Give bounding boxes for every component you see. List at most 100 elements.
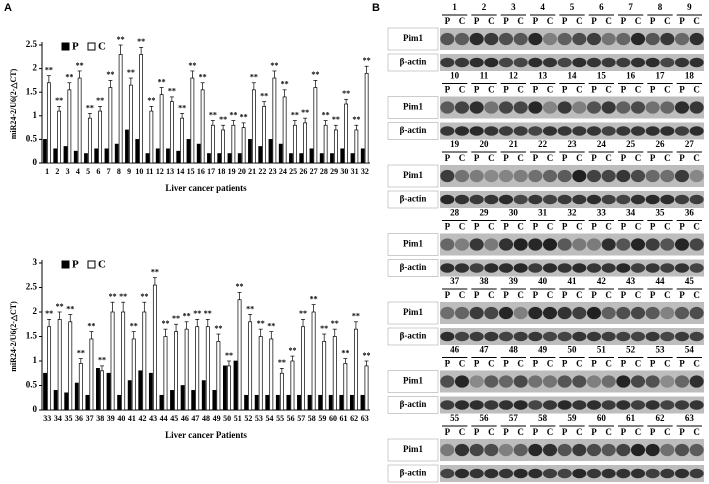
band xyxy=(513,400,528,410)
patient-number: 52 xyxy=(626,345,636,355)
x-tick-label: 6 xyxy=(96,167,100,176)
significance: ** xyxy=(168,87,176,96)
significance: ** xyxy=(56,302,64,311)
row-label: Pim1 xyxy=(403,239,423,249)
y-tick-label: 3 xyxy=(33,257,38,267)
band xyxy=(689,263,704,273)
bar xyxy=(104,148,109,164)
bar xyxy=(73,150,78,164)
bar xyxy=(227,153,232,164)
band xyxy=(542,126,558,136)
band xyxy=(528,57,543,68)
significance: ** xyxy=(257,319,265,328)
patient-number: 40 xyxy=(538,276,548,286)
band xyxy=(586,263,602,273)
patient-number: 56 xyxy=(480,413,490,423)
bar xyxy=(231,124,236,164)
legend-swatch xyxy=(87,42,96,51)
y-tick-label: 1 xyxy=(33,355,38,365)
band xyxy=(660,194,675,205)
band xyxy=(469,331,484,342)
band xyxy=(498,443,514,457)
band xyxy=(498,126,514,136)
significance: ** xyxy=(341,348,349,357)
bar xyxy=(233,360,238,411)
band xyxy=(440,126,455,136)
significance: ** xyxy=(342,89,350,98)
bar xyxy=(159,94,164,164)
band xyxy=(616,400,631,410)
bar xyxy=(343,363,348,411)
significance: ** xyxy=(288,346,296,355)
band xyxy=(469,101,484,114)
band xyxy=(484,238,499,251)
band xyxy=(454,400,470,410)
bar xyxy=(43,139,47,164)
band xyxy=(469,400,484,410)
x-tick-label: 22 xyxy=(258,167,266,176)
significance: ** xyxy=(109,292,117,301)
significance: ** xyxy=(225,351,233,360)
x-tick-label: 12 xyxy=(156,167,164,176)
lane-label: P xyxy=(445,290,451,300)
y-tick-label: 1 xyxy=(33,110,38,120)
lane-label: P xyxy=(445,153,451,163)
blot-strip xyxy=(387,438,439,462)
band xyxy=(586,375,602,388)
lane-label: P xyxy=(562,16,568,26)
band xyxy=(454,263,470,273)
lane-label: P xyxy=(474,153,480,163)
band xyxy=(484,57,499,68)
row-label: β-actin xyxy=(400,331,427,341)
band xyxy=(616,331,631,342)
band xyxy=(528,238,543,251)
band xyxy=(645,443,660,457)
band xyxy=(674,400,690,410)
lane-label: P xyxy=(621,85,627,95)
x-tick-label: 36 xyxy=(75,414,83,423)
bar xyxy=(53,148,58,164)
significance: ** xyxy=(299,309,307,318)
band xyxy=(586,101,602,114)
patient-number: 21 xyxy=(509,139,519,149)
bar xyxy=(299,153,304,164)
band xyxy=(498,306,514,320)
band xyxy=(660,32,675,46)
bar xyxy=(212,390,217,411)
band xyxy=(469,375,484,388)
lane-label: P xyxy=(650,427,656,437)
band xyxy=(440,169,455,183)
band xyxy=(674,375,690,388)
bar xyxy=(360,394,365,411)
lane-label: C xyxy=(459,290,466,300)
patient-number: 36 xyxy=(685,208,695,218)
band xyxy=(616,468,631,479)
significance: ** xyxy=(172,314,180,323)
patient-number: 19 xyxy=(450,139,460,149)
significance: ** xyxy=(320,324,328,333)
band xyxy=(645,194,660,205)
patient-number: 37 xyxy=(450,276,460,286)
bar xyxy=(138,370,143,411)
band xyxy=(557,57,572,68)
lane-label: P xyxy=(533,290,539,300)
band xyxy=(645,263,660,273)
bar xyxy=(360,148,365,164)
bar xyxy=(318,394,323,411)
bar xyxy=(205,326,210,411)
band xyxy=(674,101,690,114)
band xyxy=(513,32,528,46)
band xyxy=(586,57,602,68)
patient-number: 58 xyxy=(538,413,548,423)
band xyxy=(557,238,572,251)
lane-label: C xyxy=(459,153,466,163)
lane-label: P xyxy=(503,359,509,369)
band xyxy=(440,375,455,388)
band xyxy=(528,468,543,479)
y-tick-label: 0 xyxy=(33,404,38,414)
row-label: β-actin xyxy=(400,194,427,204)
row-label: β-actin xyxy=(400,399,427,409)
band xyxy=(674,306,690,320)
band xyxy=(557,101,572,114)
band xyxy=(484,306,499,320)
